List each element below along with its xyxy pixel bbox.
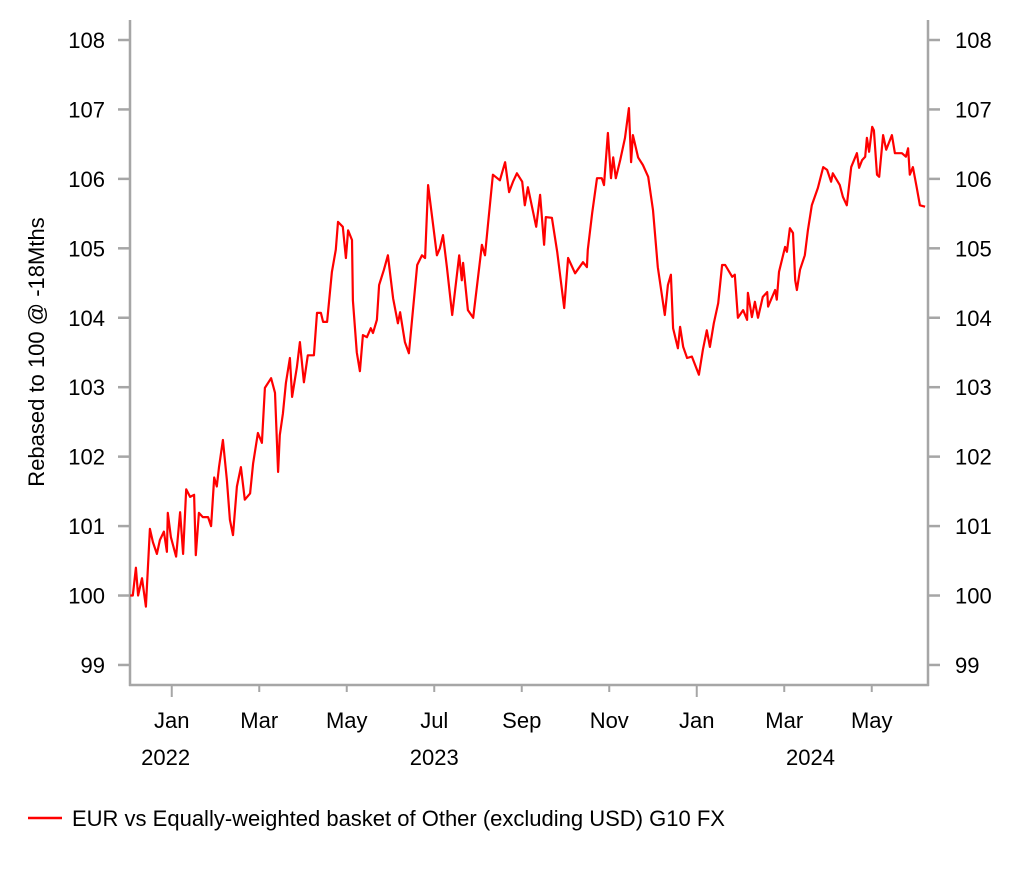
x-tick-label: Mar [765,708,803,733]
y-tick-label-left: 102 [68,445,105,470]
x-year-label: 2024 [786,745,835,770]
legend-label: EUR vs Equally-weighted basket of Other … [72,806,725,831]
y-tick-label-left: 100 [68,584,105,609]
x-tick-label: May [851,708,893,733]
y-tick-label-right: 107 [955,97,992,122]
x-tick-label: May [326,708,368,733]
y-tick-label-left: 105 [68,236,105,261]
y-axis-label: Rebased to 100 @ -18Mths [24,217,49,486]
y-tick-label-left: 107 [68,97,105,122]
y-tick-label-right: 105 [955,236,992,261]
legend: EUR vs Equally-weighted basket of Other … [28,806,725,831]
axes [128,20,930,687]
y-tick-label-left: 104 [68,306,105,331]
y-tick-label-right: 106 [955,167,992,192]
x-tick-label: Jul [420,708,448,733]
y-tick-label-left: 106 [68,167,105,192]
series-line [130,107,926,608]
y-tick-label-right: 102 [955,445,992,470]
x-tick-label: Jan [679,708,714,733]
y-tick-label-right: 99 [955,653,979,678]
x-year-label: 2022 [141,745,190,770]
y-tick-label-left: 99 [81,653,105,678]
x-tick-label: Mar [240,708,278,733]
y-tick-label-left: 101 [68,514,105,539]
y-tick-label-right: 108 [955,28,992,53]
x-ticks: Jan Mar May Jul Sep Nov Jan Mar May 2022 2023 2024 [141,685,893,770]
y-tick-label-left: 103 [68,375,105,400]
x-tick-label: Jan [154,708,189,733]
x-tick-label: Sep [502,708,541,733]
y-tick-label-right: 103 [955,375,992,400]
x-year-label: 2023 [410,745,459,770]
y-tick-label-right: 100 [955,584,992,609]
y-tick-label-right: 104 [955,306,992,331]
y-tick-label-right: 101 [955,514,992,539]
y-tick-label-left: 108 [68,28,105,53]
x-tick-label: Nov [590,708,629,733]
y-ticks: 99 99 100 100 101 101 102 102 103 103 104 104 105 105… [68,28,991,678]
